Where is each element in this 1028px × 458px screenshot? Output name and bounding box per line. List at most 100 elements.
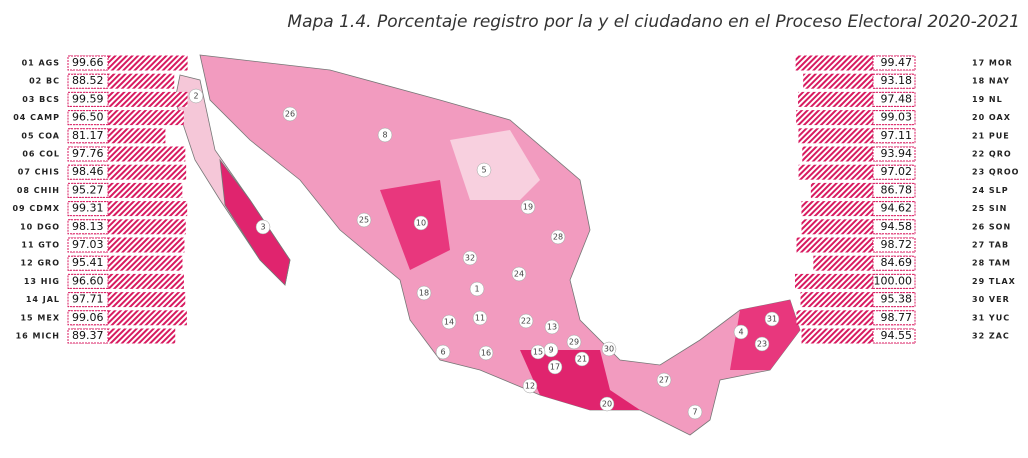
state-number: 15	[533, 348, 543, 357]
state-marker	[476, 162, 492, 178]
state-marker	[441, 314, 457, 330]
coahuila	[450, 130, 540, 200]
value-label: 100.00	[874, 274, 913, 287]
value-label: 97.11	[881, 129, 913, 142]
value-box	[67, 273, 109, 289]
state-code: 21 PUE	[972, 131, 1010, 140]
value-box	[872, 292, 916, 308]
state-number: 17	[550, 363, 560, 372]
value-label: 93.18	[881, 74, 913, 87]
value-label: 89.37	[72, 329, 104, 342]
state-number: 11	[475, 314, 485, 323]
state-number: 6	[440, 348, 445, 357]
state-code: 30 VER	[972, 295, 1010, 304]
state-number: 25	[359, 216, 369, 225]
state-code: 32 ZAC	[972, 332, 1010, 341]
value-box	[872, 201, 916, 217]
state-number: 26	[285, 110, 295, 119]
value-box	[67, 292, 109, 308]
state-code: 16 MICH	[16, 332, 60, 341]
state-code: 22 QRO	[972, 150, 1012, 159]
value-label: 97.71	[72, 293, 104, 306]
state-marker	[356, 212, 372, 228]
state-marker	[462, 250, 478, 266]
value-label: 95.41	[72, 256, 104, 269]
state-number: 12	[525, 382, 535, 391]
state-number: 27	[659, 376, 669, 385]
state-code: 25 SIN	[972, 204, 1007, 213]
value-label: 98.77	[881, 311, 913, 324]
state-number: 28	[553, 233, 563, 242]
value-label: 96.50	[72, 111, 104, 124]
state-code: 28 TAM	[972, 259, 1011, 268]
value-label: 93.94	[881, 147, 913, 160]
state-number: 22	[521, 317, 531, 326]
state-code: 02 BC	[29, 77, 60, 86]
value-box	[872, 219, 916, 235]
state-number: 4	[738, 328, 743, 337]
state-code: 14 JAL	[26, 295, 60, 304]
value-label: 99.06	[72, 311, 104, 324]
state-code: 29 TLAX	[972, 277, 1016, 286]
value-label: 98.13	[72, 220, 104, 233]
value-box	[872, 273, 916, 289]
baja-california-sur	[219, 158, 291, 286]
value-box	[67, 128, 109, 144]
state-marker	[574, 351, 590, 367]
value-box	[872, 146, 916, 162]
value-box	[67, 237, 109, 253]
value-label: 99.31	[72, 202, 104, 215]
state-marker	[518, 313, 534, 329]
value-box	[67, 219, 109, 235]
state-code: 24 SLP	[972, 186, 1009, 195]
state-number: 2	[193, 92, 198, 101]
state-number: 23	[757, 340, 767, 349]
state-marker	[416, 285, 432, 301]
value-label: 99.47	[881, 56, 913, 69]
value-box	[67, 310, 109, 326]
value-label: 94.58	[881, 220, 913, 233]
state-code: 09 CDMX	[12, 204, 60, 213]
value-box	[872, 164, 916, 180]
value-label: 97.48	[881, 92, 913, 105]
state-number: 19	[523, 203, 533, 212]
state-number: 9	[548, 346, 553, 355]
value-label: 99.03	[881, 111, 913, 124]
value-box	[872, 128, 916, 144]
value-box	[872, 91, 916, 107]
state-code: 04 CAMP	[13, 113, 60, 122]
value-label: 84.69	[881, 256, 913, 269]
state-number: 30	[604, 345, 614, 354]
state-code: 07 CHIS	[18, 168, 60, 177]
state-number: 24	[514, 270, 524, 279]
value-label: 97.03	[72, 238, 104, 251]
state-marker	[733, 324, 749, 340]
state-code: 05 COA	[21, 131, 60, 140]
state-marker	[530, 344, 546, 360]
state-code: 15 MEX	[20, 313, 60, 322]
value-box	[67, 73, 109, 89]
state-marker	[413, 215, 429, 231]
state-number: 16	[481, 349, 491, 358]
state-number: 1	[474, 285, 479, 294]
state-code: 10 DGO	[20, 222, 60, 231]
state-code: 12 GRO	[21, 259, 60, 268]
state-number: 14	[444, 318, 454, 327]
value-box	[67, 255, 109, 271]
value-box	[67, 110, 109, 126]
state-number: 3	[260, 223, 265, 232]
value-label: 98.46	[72, 165, 104, 178]
state-marker	[764, 311, 780, 327]
state-marker	[377, 127, 393, 143]
value-label: 94.62	[881, 202, 913, 215]
value-label: 99.66	[72, 56, 104, 69]
state-marker	[435, 344, 451, 360]
chart-title: Mapa 1.4. Porcentaje registro por la y e…	[287, 12, 1020, 32]
value-label: 97.02	[881, 165, 913, 178]
value-box	[872, 310, 916, 326]
state-number: 5	[481, 166, 486, 175]
value-box	[67, 328, 109, 344]
state-marker	[478, 345, 494, 361]
state-code: 13 HIG	[24, 277, 60, 286]
state-code: 18 NAY	[972, 77, 1010, 86]
